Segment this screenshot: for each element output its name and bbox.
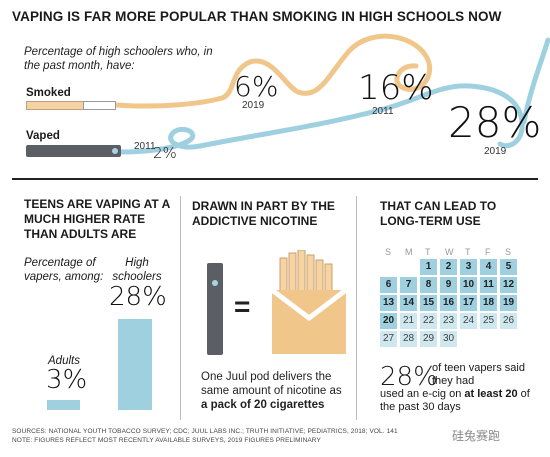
calendar-day: 8: [420, 277, 437, 293]
calendar-day: 15: [420, 295, 437, 311]
subtitle: Percentage of high schoolers who, in the…: [24, 46, 213, 72]
calendar-day-header: S: [385, 247, 392, 257]
calendar-day-header: S: [505, 247, 512, 257]
percentage-of-vapers-label: Percentage of vapers, among:: [24, 257, 104, 283]
smoked-2011-pct: 16%: [358, 68, 434, 108]
calendar-day: 6: [380, 277, 397, 293]
calendar-day: 3: [460, 259, 477, 275]
calendar-day: 1: [420, 259, 437, 275]
calendar-day-header: W: [445, 247, 454, 257]
sources: SOURCES: NATIONAL YOUTH TOBACCO SURVEY; …: [12, 428, 402, 445]
calendar-note-a: of teen vapers said they had: [432, 362, 525, 387]
cigarette-pack-icon: [270, 250, 348, 354]
calendar-day: 9: [440, 277, 457, 293]
calendar-day: 19: [500, 295, 517, 311]
calendar-note-b: used an e-cig on at least 20 of the past…: [380, 388, 530, 413]
trend-waves: [113, 33, 550, 155]
adults-bar: [47, 400, 80, 410]
calendar-day: 27: [380, 331, 397, 347]
calendar-day: 25: [480, 313, 497, 329]
calendar-day-header: T: [465, 247, 471, 257]
calendar-stat: 28%: [380, 362, 438, 392]
calendar-day: 14: [400, 295, 417, 311]
cigarette-icon: [26, 101, 116, 110]
vaping-trend-wave-tail: [521, 37, 550, 125]
sources-line: SOURCES: NATIONAL YOUTH TOBACCO SURVEY; …: [12, 428, 398, 435]
calendar-day: 13: [380, 295, 397, 311]
high-schoolers-pct: 28%: [109, 282, 167, 312]
calendar-day: 23: [440, 313, 457, 329]
smoked-2019-year: 2019: [242, 100, 265, 111]
calendar-day: 2: [440, 259, 457, 275]
section3-heading: THAT CAN LEAD TO LONG-TERM USE: [380, 199, 497, 228]
vaping-trend-wave: [118, 83, 525, 155]
calendar-day-header: T: [425, 247, 431, 257]
calendar-day: 16: [440, 295, 457, 311]
vaped-2011-pct: 2%: [153, 144, 177, 162]
juul-note: One Juul pod delivers the same amount of…: [201, 371, 342, 411]
section1-heading: TEENS ARE VAPING AT A MUCH HIGHER RATE T…: [24, 197, 170, 241]
vaped-2011-year: 2011: [134, 141, 156, 152]
calendar-day: 21: [400, 313, 417, 329]
calendar-day: 18: [480, 295, 497, 311]
column-divider-1: [180, 196, 181, 420]
calendar-day: 30: [440, 331, 457, 347]
note-line: NOTE: FIGURES REFLECT MOST RECENTLY AVAI…: [12, 436, 321, 444]
vaped-2019-pct: 28%: [448, 98, 542, 147]
calendar-day: 24: [460, 313, 477, 329]
calendar-day: 4: [480, 259, 497, 275]
watermark: 硅兔赛跑: [452, 429, 501, 443]
calendar-day-header: M: [405, 247, 413, 257]
vaped-label: Vaped: [26, 130, 60, 142]
calendar-day: 28: [400, 331, 417, 347]
smoked-2019-pct: 6%: [234, 70, 279, 103]
smoked-label: Smoked: [26, 87, 71, 99]
adults-label: Adults: [48, 355, 80, 367]
calendar-day: 20: [380, 313, 397, 329]
calendar-day: 12: [500, 277, 517, 293]
calendar-day: 29: [420, 331, 437, 347]
equals-sign: =: [234, 291, 251, 322]
section-divider: [12, 178, 538, 180]
smoked-2011-year: 2011: [372, 106, 394, 117]
juul-pod-icon: [207, 263, 223, 355]
adults-pct: 3%: [46, 365, 88, 395]
vaped-2019-year: 2019: [484, 146, 507, 157]
calendar-day: 22: [420, 313, 437, 329]
vape-device-icon: [26, 145, 121, 157]
calendar-day: 10: [460, 277, 477, 293]
high-schoolers-label: High schoolers: [112, 257, 162, 283]
calendar-day: 17: [460, 295, 477, 311]
calendar-day: 11: [480, 277, 497, 293]
column-divider-2: [356, 196, 357, 420]
section2-heading: DRAWN IN PART BY THE ADDICTIVE NICOTINE: [192, 199, 335, 228]
calendar-day: 5: [500, 259, 517, 275]
calendar-day-header: F: [485, 247, 491, 257]
calendar-day: 26: [500, 313, 517, 329]
smoking-trend-wave: [113, 33, 433, 109]
headline: VAPING IS FAR MORE POPULAR THAN SMOKING …: [12, 9, 502, 24]
high-schoolers-bar: [118, 319, 152, 410]
calendar-day: 7: [400, 277, 417, 293]
